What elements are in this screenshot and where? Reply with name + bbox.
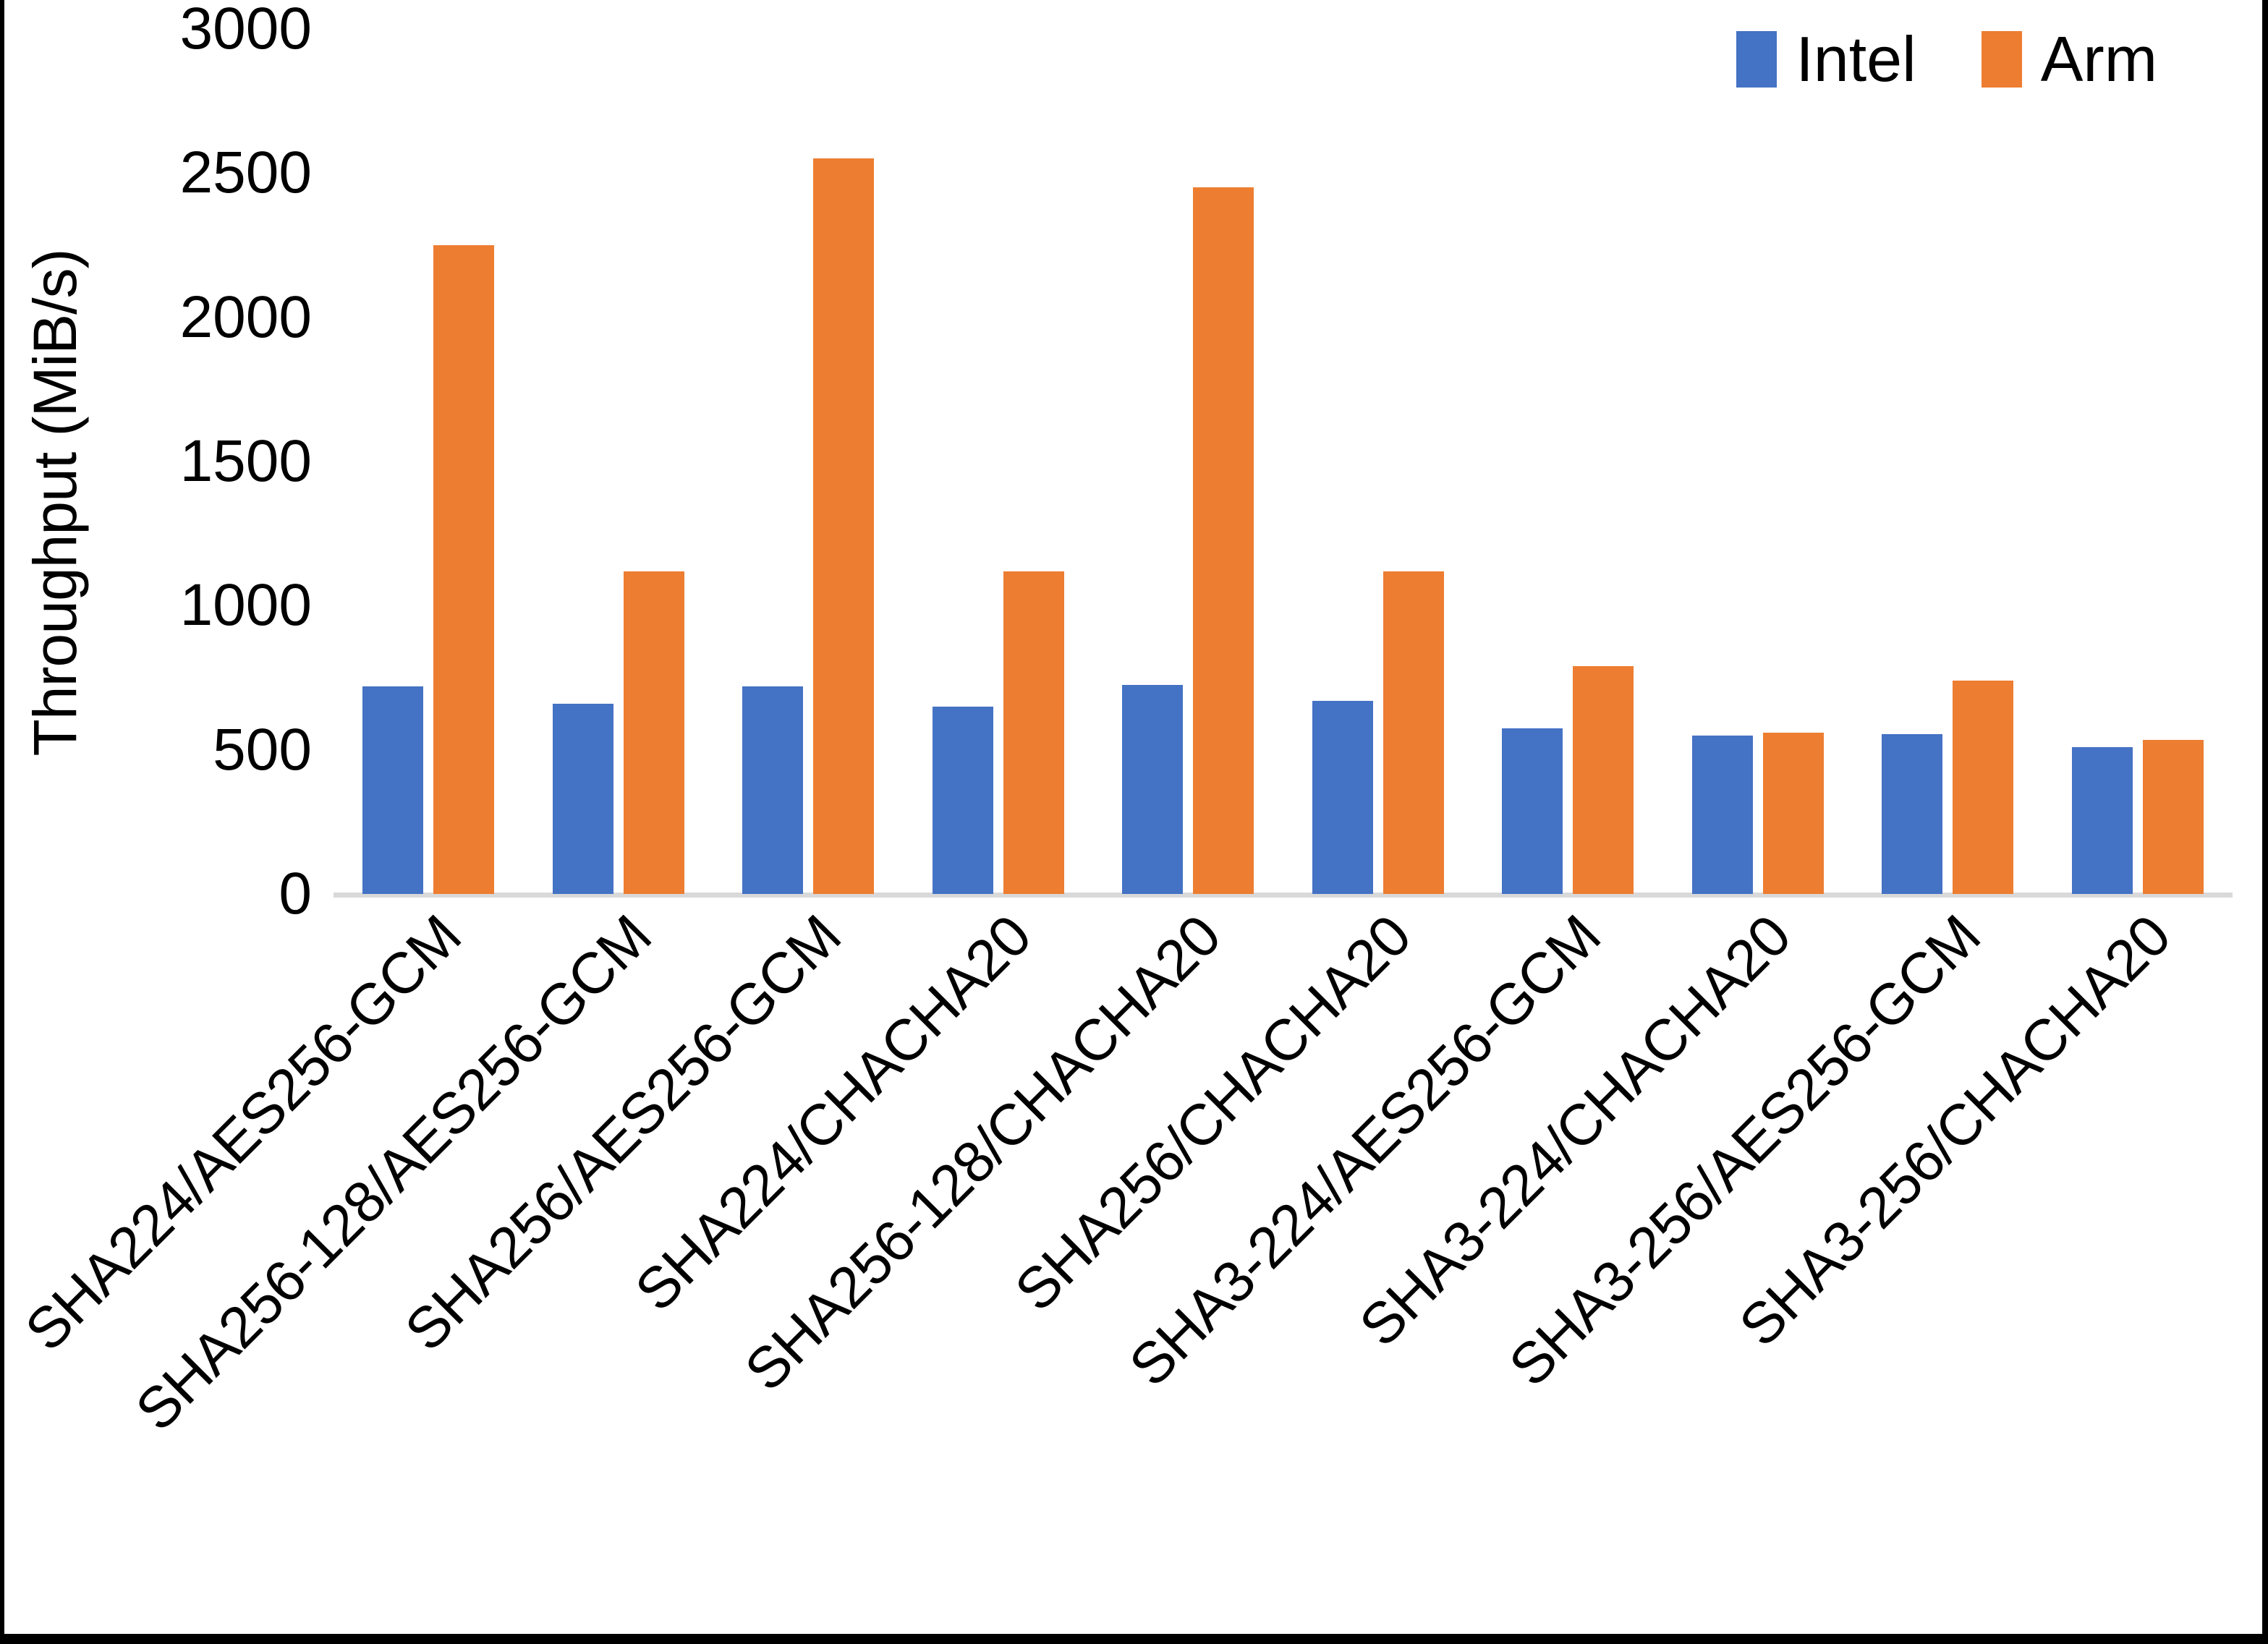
chart-legend: Intel Arm — [1736, 27, 2157, 91]
legend-swatch-icon — [1981, 31, 2022, 88]
bar-arm[interactable] — [1383, 571, 1444, 894]
bar-intel[interactable] — [1122, 684, 1184, 894]
x-axis-line — [334, 893, 2233, 898]
bar-intel[interactable] — [2071, 746, 2133, 894]
bar-groups — [334, 29, 2233, 894]
y-axis-tick-labels: 3000 2500 2000 1500 1000 500 0 — [116, 0, 312, 926]
bar-intel[interactable] — [932, 706, 993, 894]
bar-arm[interactable] — [1193, 187, 1254, 894]
bar-intel[interactable] — [1691, 735, 1753, 894]
x-axis-tick-slot: SHA3-224/CHACHA20 — [1347, 903, 1853, 1358]
x-axis-tick-labels: SHA224/AES256-GCM SHA256-128/AES256-GCM SH… — [13, 903, 2233, 1598]
x-axis-tick-slot: SHA256/AES256-GCM — [393, 903, 904, 1363]
y-axis-tick-label: 3000 — [179, 0, 312, 61]
bar-arm[interactable] — [433, 245, 495, 894]
x-axis-tick-slot: SHA224/AES256-GCM — [13, 903, 524, 1363]
bar-arm[interactable] — [1953, 681, 2014, 894]
bar-intel[interactable] — [1502, 728, 1563, 894]
bar-group — [524, 29, 714, 894]
bar-group — [1473, 29, 1663, 894]
bar-arm[interactable] — [813, 158, 875, 894]
bar-arm[interactable] — [1003, 571, 1064, 894]
y-axis-tick-label: 0 — [279, 861, 312, 927]
x-axis-tick-slot: SHA256/CHACHA20 — [1003, 903, 1474, 1324]
y-axis-tick-label: 2500 — [179, 140, 312, 206]
bar-intel[interactable] — [552, 703, 613, 894]
x-axis-tick-slot: SHA224/CHACHA20 — [623, 903, 1094, 1324]
bar-group — [713, 29, 904, 894]
bar-arm[interactable] — [1573, 666, 1634, 894]
bar-intel[interactable] — [1312, 700, 1373, 894]
bar-group — [1663, 29, 1853, 894]
y-axis-tick-label: 500 — [213, 716, 312, 783]
y-axis-tick-label: 2000 — [179, 284, 312, 350]
legend-label: Intel — [1796, 23, 1916, 95]
bar-group — [1283, 29, 1474, 894]
x-axis-tick-slot: SHA3-256/CHACHA20 — [1727, 903, 2233, 1358]
bar-group — [1093, 29, 1283, 894]
legend-item-arm[interactable]: Arm — [1981, 23, 2157, 95]
x-axis-tick-slot: SHA256-128/CHACHA20 — [733, 903, 1283, 1403]
bar-group — [1853, 29, 2043, 894]
bar-group — [334, 29, 524, 894]
bar-intel[interactable] — [362, 686, 424, 894]
bar-arm[interactable] — [1762, 732, 1824, 894]
bar-arm[interactable] — [623, 571, 684, 894]
legend-label: Arm — [2040, 23, 2157, 95]
y-axis-tick-label: 1000 — [179, 572, 312, 639]
bar-group — [2043, 29, 2233, 894]
y-axis-title: Throughput (MiB/s) — [20, 249, 89, 757]
x-axis-tick-slot: SHA3-256/AES256-GCM — [1497, 903, 2043, 1399]
y-axis-tick-label: 1500 — [179, 428, 312, 494]
x-axis-tick-slot: SHA256-128/AES256-GCM — [123, 903, 714, 1443]
bar-arm[interactable] — [2142, 739, 2204, 894]
legend-swatch-icon — [1736, 31, 1778, 88]
bar-intel[interactable] — [742, 686, 804, 894]
bar-group — [904, 29, 1094, 894]
legend-item-intel[interactable]: Intel — [1736, 27, 1916, 91]
bar-intel[interactable] — [1882, 733, 1943, 894]
x-axis-tick-slot: SHA3-224/AES256-GCM — [1117, 903, 1663, 1399]
